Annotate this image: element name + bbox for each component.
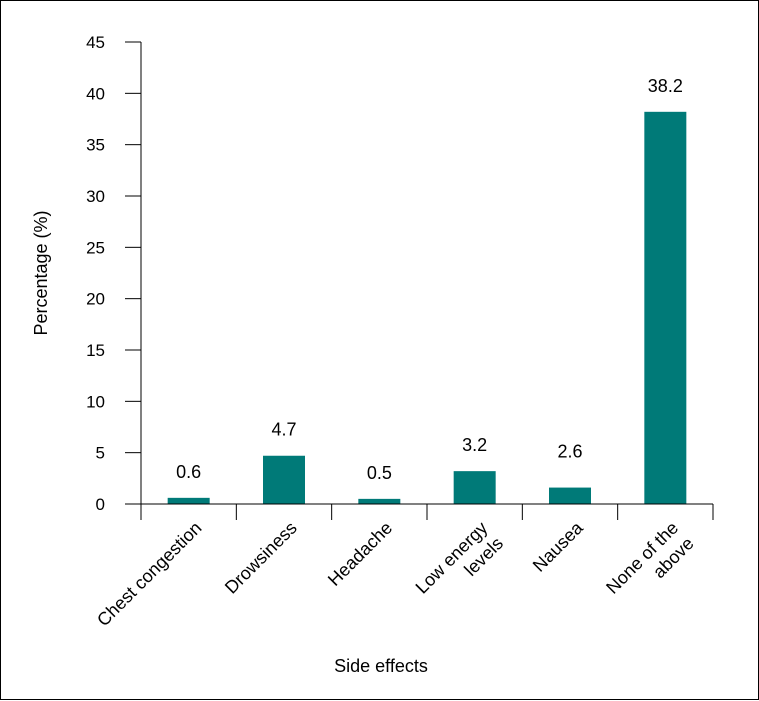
bar	[644, 111, 687, 505]
y-tick-label: 20	[86, 290, 105, 309]
category-label: None of theabove	[602, 518, 698, 614]
bar	[263, 455, 305, 504]
data-labels: 0.6 4.7 0.5 3.2 2.6 38.2	[176, 76, 683, 483]
category-label: Low energylevels	[412, 518, 508, 614]
x-axis-ticks: Chest congestion Drowsiness Headache Low en…	[93, 504, 714, 630]
y-tick-label: 30	[86, 187, 105, 206]
y-tick-label: 0	[96, 495, 105, 514]
category-label: Chest congestion	[93, 518, 205, 630]
y-tick-label: 40	[86, 84, 105, 103]
category-label: Drowsiness	[221, 518, 301, 598]
category-label: Nausea	[529, 517, 588, 576]
y-tick-label: 35	[86, 136, 105, 155]
y-tick-label: 45	[86, 33, 105, 52]
data-label: 4.7	[271, 420, 296, 440]
y-tick-label: 15	[86, 341, 105, 360]
bar	[549, 487, 591, 504]
category-label-line: Drowsiness	[221, 518, 301, 598]
bar	[453, 471, 496, 504]
y-tick-label: 5	[96, 444, 105, 463]
y-axis-title: Percentage (%)	[31, 210, 51, 335]
y-axis-ticks: 0 5 10 15 20 25 30 35 40 45	[86, 33, 141, 514]
x-axis-title: Side effects	[334, 656, 428, 676]
y-tick-label: 25	[86, 238, 105, 257]
category-label-line: Chest congestion	[93, 518, 205, 630]
data-label: 3.2	[462, 435, 487, 455]
bar	[358, 498, 401, 504]
bar	[167, 497, 210, 504]
data-label: 2.6	[557, 441, 582, 461]
data-label: 0.5	[367, 463, 392, 483]
y-tick-label: 10	[86, 392, 105, 411]
category-label-line: Headache	[324, 518, 396, 590]
data-label: 0.6	[176, 462, 201, 482]
bars	[167, 111, 687, 505]
category-label-line: Nausea	[529, 517, 588, 576]
category-label: Headache	[324, 518, 396, 590]
data-label: 38.2	[648, 76, 683, 96]
